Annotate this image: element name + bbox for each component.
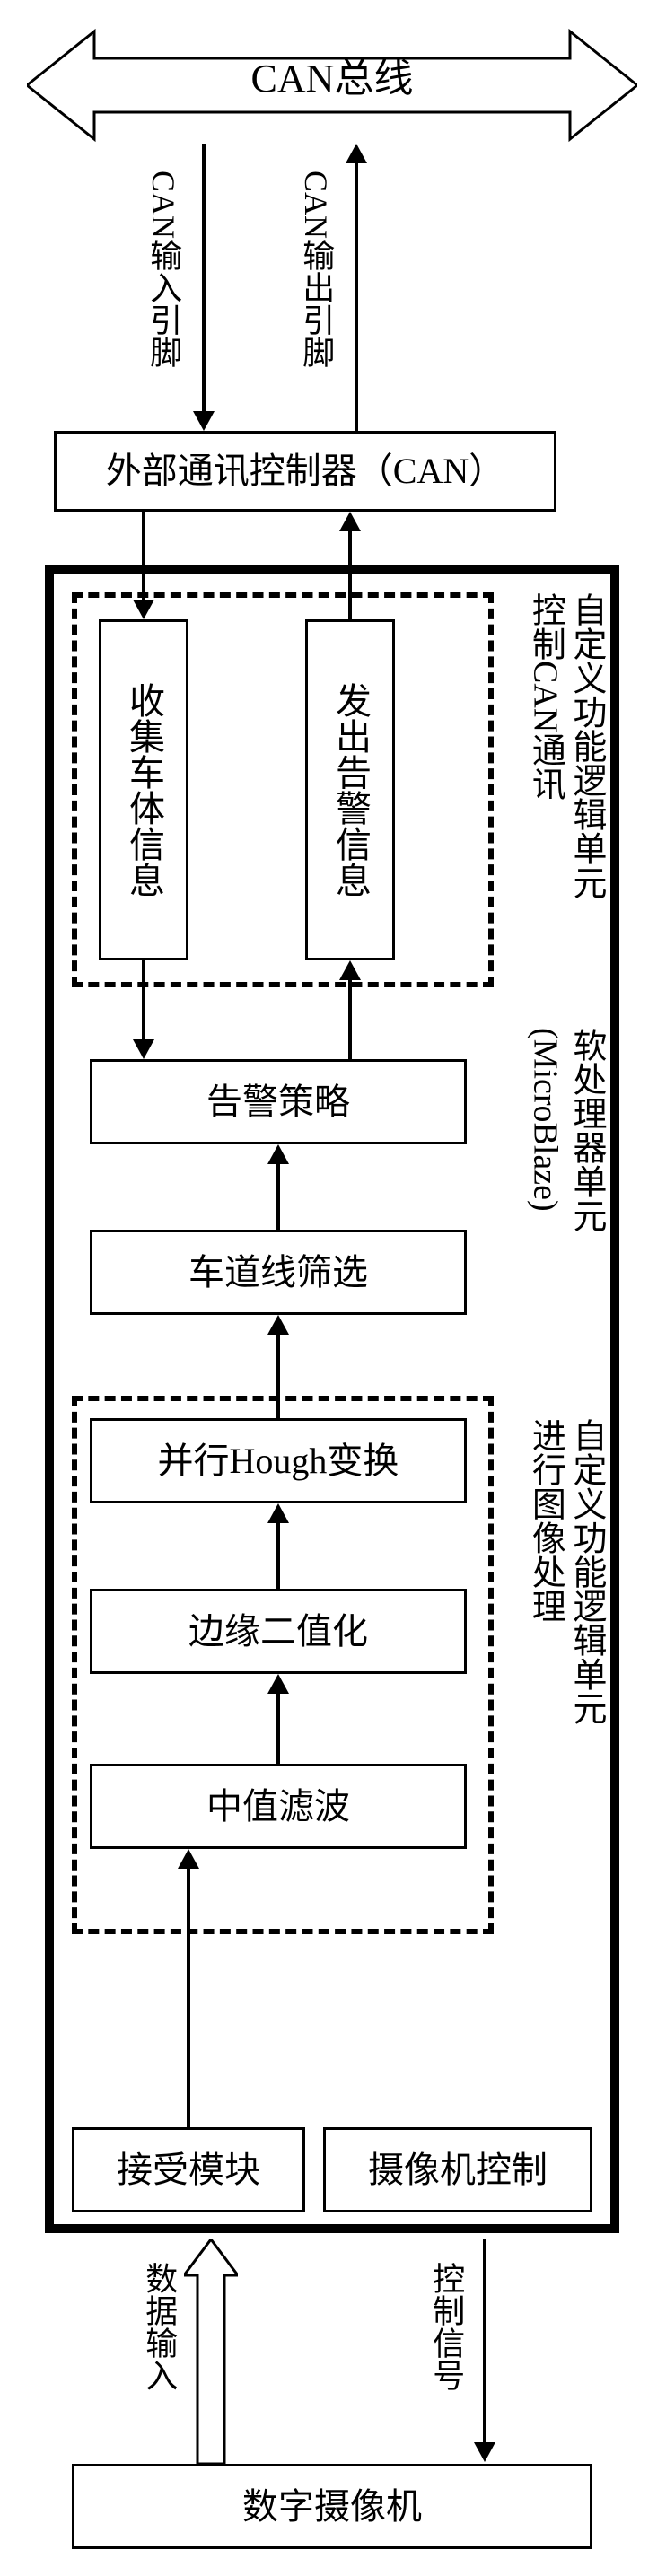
arrow-collect-down-head [133, 1039, 154, 1059]
arrow-recv-median [187, 1869, 190, 2127]
arrow-median-edge [276, 1694, 280, 1764]
hough-box: 并行Hough变换 [90, 1418, 467, 1503]
camera-control-box: 摄像机控制 [323, 2127, 592, 2212]
arrow-control-signal-head [474, 2442, 495, 2462]
arrow-edge-hough [276, 1523, 280, 1589]
digital-camera-box: 数字摄像机 [72, 2464, 592, 2549]
lane-filter-box: 车道线筛选 [90, 1230, 467, 1315]
send-alarm-label: 发出告警信息 [329, 682, 372, 898]
can-in-pin-label: CAN输入引脚 [144, 171, 182, 368]
data-input-arrow [184, 2239, 238, 2464]
receive-module-box: 接受模块 [72, 2127, 305, 2212]
alarm-strategy-label: 告警策略 [206, 1081, 350, 1124]
alarm-strategy-box: 告警策略 [90, 1059, 467, 1144]
arrow-lane-alarm [276, 1164, 280, 1230]
can-bus-label: CAN总线 [45, 56, 619, 103]
arrow-alarm-to-send-head [339, 960, 361, 980]
custom-logic-img-label: 自定义功能逻辑单元 进行图像处理 [516, 1418, 606, 1912]
lane-filter-label: 车道线筛选 [188, 1251, 368, 1294]
can-controller-box: 外部通讯控制器（CAN） [54, 431, 556, 512]
camera-control-label: 摄像机控制 [368, 2149, 548, 2192]
collect-info-label: 收集车体信息 [122, 682, 165, 898]
arrow-alarm-to-send [348, 980, 352, 1059]
arrow-recv-median-head [178, 1849, 199, 1869]
arrow-lane-alarm-head [267, 1144, 289, 1164]
arrow-median-edge-head [267, 1674, 289, 1694]
arrow-can-in [202, 144, 206, 413]
arrow-control-signal [483, 2239, 486, 2444]
edge-binary-label: 边缘二值化 [188, 1610, 368, 1653]
median-filter-label: 中值滤波 [206, 1785, 350, 1828]
receive-module-label: 接受模块 [117, 2149, 260, 2192]
edge-binary-box: 边缘二值化 [90, 1589, 467, 1674]
arrow-send-to-ctrl-head [339, 512, 361, 531]
data-input-label: 数据输入 [139, 2262, 178, 2391]
control-signal-label: 控制信号 [426, 2262, 465, 2391]
custom-logic-can-label: 自定义功能逻辑单元 控制CAN通讯 [516, 592, 606, 987]
arrow-hough-lane-head [267, 1315, 289, 1335]
send-alarm-box: 发出告警信息 [305, 619, 395, 960]
can-out-pin-label: CAN输出引脚 [296, 171, 335, 368]
arrow-edge-hough-head [267, 1503, 289, 1523]
arrow-collect-down [142, 960, 145, 1041]
hough-label: 并行Hough变换 [158, 1440, 399, 1483]
microblaze-label: 软处理器单元 (MicroBlaze) [516, 1028, 606, 1369]
arrow-can-out [355, 163, 358, 431]
arrow-can-in-head [193, 411, 215, 431]
collect-info-box: 收集车体信息 [99, 619, 188, 960]
digital-camera-label: 数字摄像机 [242, 2485, 422, 2528]
arrow-can-out-head [346, 144, 367, 163]
median-filter-box: 中值滤波 [90, 1764, 467, 1849]
can-controller-label: 外部通讯控制器（CAN） [106, 450, 504, 493]
